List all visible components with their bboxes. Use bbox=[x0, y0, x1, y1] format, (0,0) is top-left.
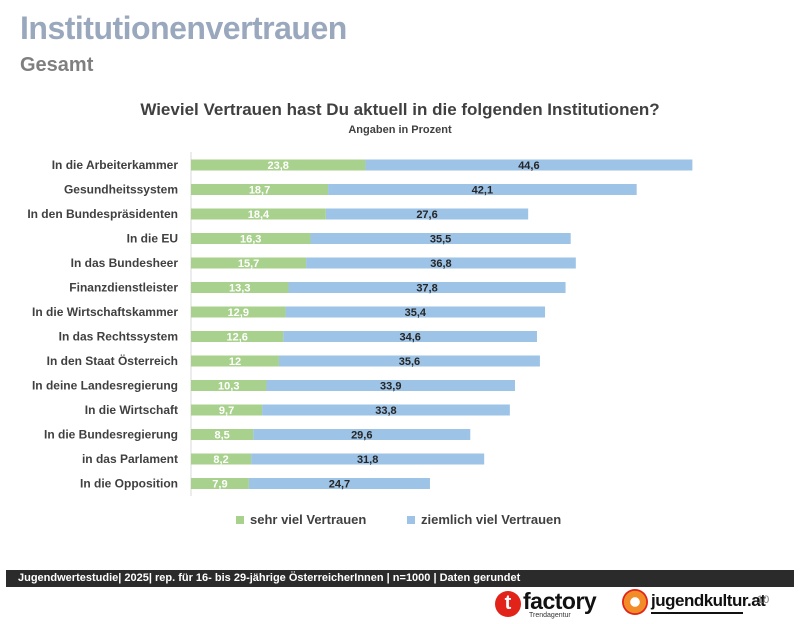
jugendkultur-logo-underline bbox=[651, 612, 743, 614]
bar-sehr-viel bbox=[191, 429, 254, 440]
bar-sehr-viel bbox=[191, 257, 307, 269]
bar-sehr-viel bbox=[191, 159, 366, 171]
bar-ziemlich-viel bbox=[248, 478, 430, 489]
chart-title: Wieviel Vertrauen hast Du aktuell in die… bbox=[140, 100, 660, 119]
data-label-ziemlich-viel: 42,1 bbox=[472, 185, 493, 197]
category-label: In die Wirtschaft bbox=[85, 403, 178, 417]
data-label-sehr-viel: 8,5 bbox=[215, 430, 230, 442]
footer-bar: Jugendwertestudie| 2025| rep. für 16- bi… bbox=[6, 570, 794, 587]
jugendkultur-logo: jugendkultur.at bbox=[622, 588, 766, 622]
bar-sehr-viel bbox=[191, 184, 329, 195]
bar-ziemlich-viel bbox=[325, 208, 529, 220]
data-label-sehr-viel: 18,7 bbox=[249, 185, 270, 197]
category-label: In den Bundespräsidenten bbox=[27, 207, 178, 221]
data-label-ziemlich-viel: 37,8 bbox=[416, 283, 437, 295]
data-label-sehr-viel: 16,3 bbox=[240, 234, 261, 246]
category-label: In den Staat Österreich bbox=[47, 353, 178, 368]
bar-ziemlich-viel bbox=[365, 159, 693, 171]
bar-sehr-viel bbox=[191, 404, 263, 416]
data-label-sehr-viel: 23,8 bbox=[268, 160, 289, 172]
data-label-sehr-viel: 8,2 bbox=[213, 454, 228, 466]
bar-ziemlich-viel bbox=[253, 429, 471, 440]
bar-sehr-viel bbox=[191, 380, 267, 391]
page-subtitle: Gesamt bbox=[20, 54, 94, 76]
chart-subtitle: Angaben in Prozent bbox=[348, 124, 452, 136]
data-label-ziemlich-viel: 35,6 bbox=[399, 356, 420, 368]
stacked-bar-chart: In die Arbeiterkammer 23,8 44,6 Gesundheits… bbox=[27, 152, 693, 527]
data-label-ziemlich-viel: 34,6 bbox=[399, 332, 420, 344]
data-label-ziemlich-viel: 29,6 bbox=[351, 430, 372, 442]
data-label-ziemlich-viel: 44,6 bbox=[518, 160, 539, 172]
tfactory-logo-icon: t bbox=[495, 591, 521, 617]
legend-swatch-ziemlich-viel bbox=[407, 516, 415, 524]
legend-swatch-sehr-viel bbox=[236, 516, 244, 524]
category-label: Finanzdienstleister bbox=[69, 281, 178, 295]
bar-ziemlich-viel bbox=[285, 306, 546, 318]
data-label-sehr-viel: 12 bbox=[229, 356, 241, 368]
bar-ziemlich-viel bbox=[266, 380, 515, 391]
bar-ziemlich-viel bbox=[278, 355, 540, 367]
data-label-ziemlich-viel: 33,9 bbox=[380, 381, 401, 393]
bar-sehr-viel bbox=[191, 282, 289, 293]
data-label-sehr-viel: 7,9 bbox=[212, 479, 227, 491]
data-label-sehr-viel: 15,7 bbox=[238, 258, 259, 270]
category-label: In deine Landesregierung bbox=[32, 379, 178, 393]
jugendkultur-logo-text: jugendkultur.at bbox=[651, 591, 766, 610]
category-label: In die Bundesregierung bbox=[44, 428, 178, 442]
data-label-sehr-viel: 9,7 bbox=[219, 405, 234, 417]
bar-sehr-viel bbox=[191, 331, 284, 342]
data-label-ziemlich-viel: 27,6 bbox=[416, 209, 437, 221]
category-label: In die Wirtschaftskammer bbox=[32, 305, 178, 319]
legend-label-ziemlich-viel: ziemlich viel Vertrauen bbox=[421, 512, 561, 527]
category-label: Gesundheitssystem bbox=[64, 183, 178, 197]
data-label-ziemlich-viel: 24,7 bbox=[329, 479, 350, 491]
bar-ziemlich-viel bbox=[306, 257, 576, 269]
bar-ziemlich-viel bbox=[328, 184, 637, 195]
category-label: In die EU bbox=[127, 232, 178, 246]
jugendkultur-logo-icon bbox=[622, 589, 648, 615]
data-label-sehr-viel: 13,3 bbox=[229, 283, 250, 295]
data-label-ziemlich-viel: 33,8 bbox=[375, 405, 396, 417]
data-label-ziemlich-viel: 35,4 bbox=[405, 307, 427, 319]
bar-sehr-viel bbox=[191, 453, 252, 465]
bar-ziemlich-viel bbox=[262, 404, 510, 416]
bar-ziemlich-viel bbox=[283, 331, 537, 342]
category-label: In das Rechtssystem bbox=[59, 330, 178, 344]
bar-sehr-viel bbox=[191, 478, 249, 489]
bar-sehr-viel bbox=[191, 233, 311, 244]
category-label: In das Bundesheer bbox=[71, 256, 179, 270]
page-number: 10 bbox=[757, 594, 770, 606]
tfactory-logo: t factory Trendagentur bbox=[495, 588, 610, 622]
category-label: In die Arbeiterkammer bbox=[52, 158, 179, 172]
data-label-sehr-viel: 12,6 bbox=[226, 332, 247, 344]
data-label-sehr-viel: 18,4 bbox=[248, 209, 270, 221]
bar-ziemlich-viel bbox=[310, 233, 571, 244]
data-label-sehr-viel: 12,9 bbox=[228, 307, 249, 319]
bar-ziemlich-viel bbox=[288, 282, 566, 293]
bar-sehr-viel bbox=[191, 306, 286, 318]
page-title: Institutionenvertrauen bbox=[20, 10, 347, 46]
data-label-sehr-viel: 10,3 bbox=[218, 381, 239, 393]
bar-sehr-viel bbox=[191, 355, 279, 367]
bar-ziemlich-viel bbox=[251, 453, 485, 465]
data-label-ziemlich-viel: 35,5 bbox=[430, 234, 451, 246]
tfactory-logo-text: factory bbox=[523, 588, 597, 614]
bar-sehr-viel bbox=[191, 208, 326, 220]
legend-label-sehr-viel: sehr viel Vertrauen bbox=[250, 512, 366, 527]
tfactory-logo-subtext: Trendagentur bbox=[529, 612, 571, 619]
category-label: in das Parlament bbox=[82, 452, 178, 466]
data-label-ziemlich-viel: 36,8 bbox=[430, 258, 451, 270]
data-label-ziemlich-viel: 31,8 bbox=[357, 454, 378, 466]
category-label: In die Opposition bbox=[80, 477, 178, 491]
